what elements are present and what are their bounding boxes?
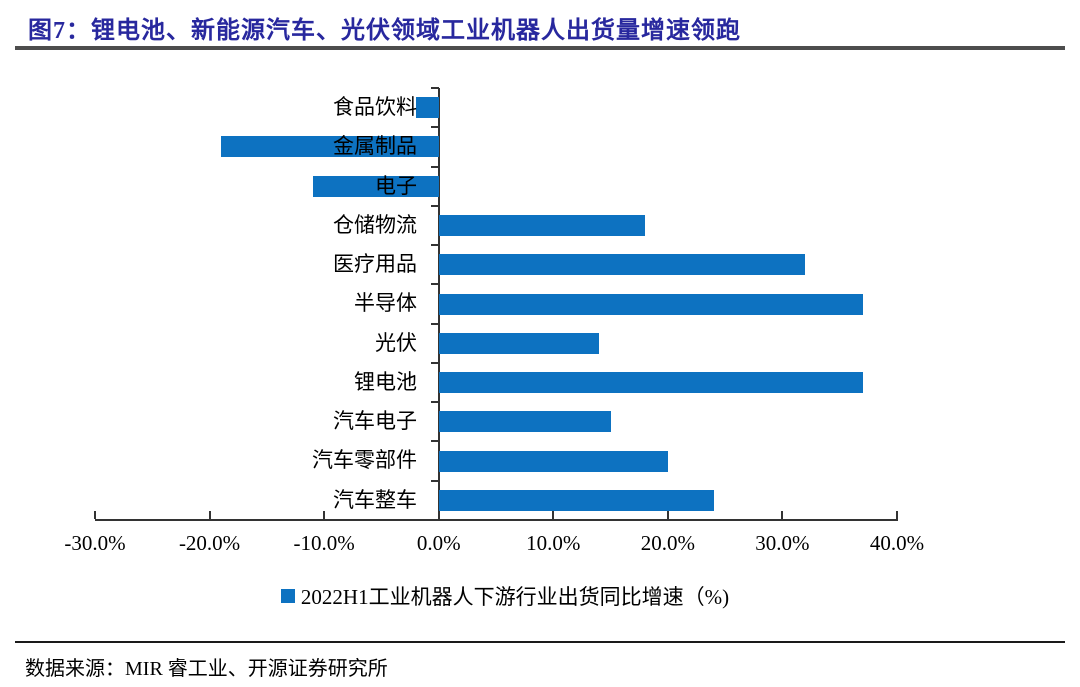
- title-divider-rule: [15, 46, 1065, 50]
- category-label: 金属制品: [333, 134, 417, 159]
- category-label: 电子: [375, 173, 417, 198]
- bar: [438, 372, 863, 394]
- category-axis-tick: [431, 283, 439, 286]
- category-axis-tick: [431, 244, 439, 247]
- data-source-text: 数据来源：MIR 睿工业、开源证券研究所: [25, 658, 388, 680]
- category-axis-tick: [431, 165, 439, 168]
- bar: [438, 450, 668, 472]
- category-axis-tick: [431, 204, 439, 207]
- bar: [438, 254, 806, 276]
- x-axis-tick-label: -30.0%: [64, 531, 126, 555]
- category-axis-tick: [431, 87, 439, 89]
- x-axis-tick-label: 0.0%: [416, 531, 461, 555]
- legend-swatch-icon: [280, 589, 295, 603]
- bar: [415, 97, 439, 119]
- x-axis-tick: [781, 511, 784, 519]
- category-label: 半导体: [354, 291, 417, 316]
- category-axis-tick: [431, 126, 439, 129]
- x-axis-line: [95, 519, 898, 521]
- category-axis-tick: [431, 479, 439, 482]
- footer-divider-rule: [15, 641, 1065, 643]
- category-label: 仓储物流: [333, 212, 417, 237]
- x-axis-tick-label: -20.0%: [178, 531, 241, 555]
- x-axis-tick: [552, 511, 555, 519]
- category-axis-tick: [431, 361, 439, 364]
- category-axis-tick: [431, 401, 439, 404]
- x-axis-tick-label: -10.0%: [293, 531, 355, 555]
- category-axis-tick: [431, 519, 439, 521]
- x-axis-tick-label: 40.0%: [869, 531, 925, 555]
- x-axis-tick-label: 30.0%: [755, 531, 810, 555]
- x-axis-tick: [208, 511, 211, 519]
- bar: [438, 214, 645, 236]
- bar: [438, 293, 863, 315]
- x-axis-tick: [323, 511, 326, 519]
- category-axis-tick: [431, 440, 439, 443]
- x-axis-tick: [896, 511, 898, 519]
- x-axis-tick-label: 10.0%: [526, 531, 581, 555]
- category-label: 光伏: [375, 330, 417, 355]
- bar: [438, 332, 600, 354]
- category-label: 汽车零部件: [312, 448, 417, 473]
- category-label: 锂电池: [354, 369, 417, 394]
- category-label: 医疗用品: [333, 252, 417, 277]
- x-axis-tick: [666, 511, 669, 519]
- category-axis-tick: [431, 322, 439, 325]
- chart-legend: 2022H1工业机器人下游行业出货同比增速（%): [0, 581, 1010, 611]
- bar: [438, 489, 714, 511]
- legend-label: 2022H1工业机器人下游行业出货同比增速（%): [300, 585, 730, 609]
- bar: [312, 175, 439, 197]
- bar: [438, 411, 611, 433]
- bar: [221, 136, 439, 158]
- x-axis-tick: [437, 511, 440, 519]
- figure-title: 图7：锂电池、新能源汽车、光伏领域工业机器人出货量增速领跑: [28, 18, 741, 44]
- category-label: 汽车整车: [333, 487, 417, 512]
- x-axis-tick-label: 20.0%: [640, 531, 695, 555]
- category-label: 食品饮料: [333, 95, 417, 119]
- x-axis-tick: [94, 511, 96, 519]
- category-label: 汽车电子: [333, 409, 417, 434]
